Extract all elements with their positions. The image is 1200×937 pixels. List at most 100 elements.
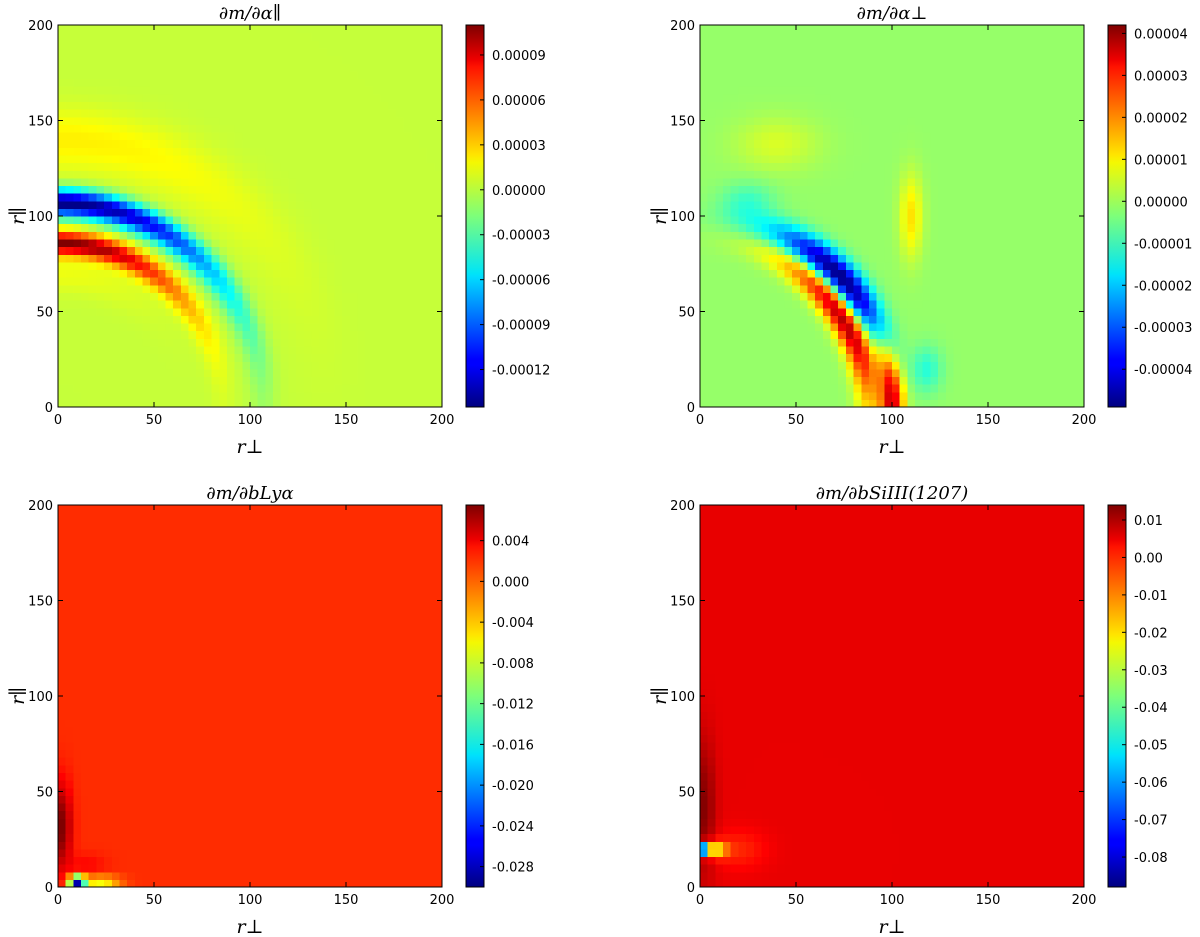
heatmap-cell (961, 223, 970, 232)
heatmap-cell (753, 109, 763, 118)
heatmap-cell (96, 40, 105, 49)
heatmap-cell (250, 277, 259, 286)
heatmap-cell (830, 368, 839, 378)
heatmap-cell (395, 269, 405, 278)
heatmap-cell (165, 353, 174, 362)
heatmap-cell (930, 261, 939, 271)
heatmap-cell (930, 139, 939, 148)
heatmap-cell (784, 208, 793, 217)
heatmap-cell (945, 361, 955, 370)
heatmap-cell (288, 162, 297, 171)
heatmap-cell (1076, 384, 1085, 393)
heatmap-cell (861, 63, 870, 72)
heatmap-cell (311, 162, 320, 171)
heatmap-cell (119, 238, 128, 248)
heatmap-cell (104, 116, 113, 125)
heatmap-cell (853, 86, 862, 95)
heatmap-cell (311, 177, 320, 187)
heatmap-cell (104, 261, 113, 271)
heatmap-cell (127, 63, 136, 72)
heatmap-cell (984, 55, 993, 64)
heatmap-cell (81, 162, 90, 171)
heatmap-cell (830, 246, 839, 255)
heatmap-cell (1030, 384, 1039, 393)
heatmap-cell (1045, 368, 1054, 378)
heatmap-cell (296, 86, 305, 95)
heatmap-cell (418, 116, 428, 125)
heatmap-cell (280, 170, 289, 179)
heatmap-cell (173, 193, 182, 202)
heatmap-cell (807, 116, 816, 125)
heatmap-cell (180, 307, 190, 316)
heatmap-cell (242, 70, 251, 80)
heatmap-cell (1060, 40, 1070, 49)
heatmap-cell (288, 177, 297, 187)
heatmap-cell (219, 284, 228, 293)
heatmap-cell (984, 109, 993, 118)
heatmap-cell (899, 101, 908, 110)
heatmap-cell (388, 322, 397, 332)
heatmap-cell (723, 139, 732, 148)
heatmap-cell (134, 185, 144, 194)
heatmap-cell (265, 399, 274, 408)
heatmap-cell (280, 338, 289, 347)
heatmap-cell (868, 345, 878, 355)
heatmap-cell (838, 185, 847, 194)
heatmap-cell (845, 124, 855, 133)
heatmap-cell (372, 284, 382, 293)
heatmap-cell (1053, 63, 1062, 72)
heatmap-cell (976, 361, 985, 370)
heatmap-cell (761, 353, 770, 362)
heatmap-cell (938, 238, 947, 248)
heatmap-cell (707, 47, 716, 57)
heatmap-cell (265, 216, 274, 225)
heatmap-cell (165, 101, 174, 110)
heatmap-cell (334, 330, 343, 339)
heatmap-cell (945, 353, 955, 362)
heatmap-cell (88, 338, 97, 347)
heatmap-cell (388, 269, 397, 278)
heatmap-cell (1060, 109, 1070, 118)
heatmap-cell (1053, 116, 1062, 125)
heatmap-cell (111, 109, 121, 118)
heatmap-cell (73, 109, 82, 118)
heatmap-cell (434, 70, 443, 80)
heatmap-cell (792, 139, 801, 148)
heatmap-cell (65, 200, 74, 209)
heatmap-cell (257, 139, 266, 148)
heatmap-cell (119, 261, 128, 271)
heatmap-cell (173, 101, 182, 110)
heatmap-cell (395, 193, 405, 202)
heatmap-cell (845, 193, 855, 202)
heatmap-cell (311, 399, 320, 408)
heatmap-cell (715, 269, 724, 278)
heatmap-cell (868, 376, 878, 385)
heatmap-cell (730, 368, 739, 378)
heatmap-cell (226, 40, 236, 49)
heatmap-cell (1068, 216, 1077, 225)
heatmap-cell (265, 246, 274, 255)
heatmap-cell (434, 139, 443, 148)
heatmap-cell (853, 170, 862, 179)
heatmap-cell (730, 322, 739, 332)
heatmap-cell (746, 131, 755, 141)
heatmap-cell (707, 384, 716, 393)
heatmap-cell (234, 353, 243, 362)
heatmap-cell (953, 368, 962, 378)
heatmap-cell (380, 193, 389, 202)
heatmap-cell (173, 124, 182, 133)
heatmap-cell (326, 307, 336, 316)
heatmap-cell (342, 70, 351, 80)
heatmap-cell (769, 124, 778, 133)
heatmap-cell (799, 101, 809, 110)
heatmap-cell (73, 93, 82, 102)
heatmap-cell (234, 131, 243, 141)
heatmap-cell (976, 101, 985, 110)
heatmap-cell (1014, 116, 1024, 125)
heatmap-cell (753, 200, 763, 209)
heatmap-cell (861, 170, 870, 179)
heatmap-cell (815, 246, 824, 255)
heatmap-cell (784, 361, 793, 370)
heatmap-cell (876, 116, 885, 125)
heatmap-cell (1045, 315, 1054, 324)
